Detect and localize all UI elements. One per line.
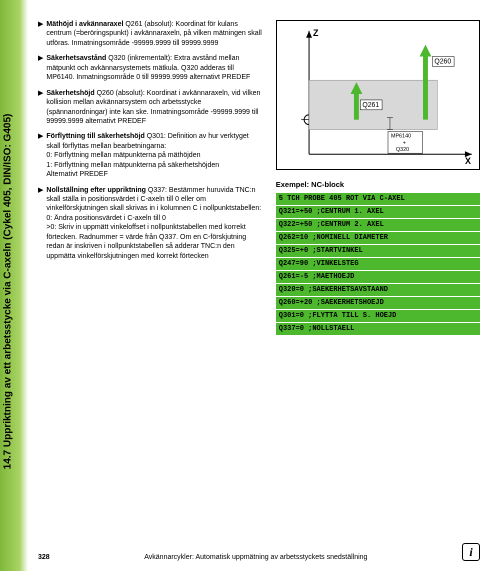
nc-line: Q322=+50 ;CENTRUM 2. AXEL — [276, 219, 480, 231]
bullet-arrow-icon: ▶ — [38, 89, 43, 127]
nc-line: Q261=-5 ;MAETHOEJD — [276, 271, 480, 283]
diagram: Z X Q261 Q260 MP6140 — [276, 20, 480, 170]
sidebar: 14.7 Uppriktning av ett arbetsstycke via… — [0, 0, 28, 571]
bullet-arrow-icon: ▶ — [38, 132, 43, 179]
nc-line: Q337=0 ;NOLLSTAELL — [276, 323, 480, 335]
nc-line: Q325=+0 ;STARTVINKEL — [276, 245, 480, 257]
nc-line: 5 TCH PROBE 405 ROT VIA C-AXEL — [276, 193, 480, 205]
right-column: Z X Q261 Q260 MP6140 — [276, 20, 480, 336]
bullet-item: ▶Förflyttning till säkerhetshöjd Q301: D… — [38, 132, 264, 179]
example-label: Exempel: NC-block — [276, 180, 480, 189]
x-axis-label: X — [465, 156, 471, 166]
footer: 328 Avkännarcykler: Automatisk uppmätnin… — [38, 543, 480, 561]
left-column: ▶Mäthöjd i avkännaraxel Q261 (absolut): … — [38, 20, 264, 336]
bullet-text: Förflyttning till säkerhetshöjd Q301: De… — [46, 132, 263, 179]
bullet-text: Säkerhetsavstånd Q320 (inkrementalt): Ex… — [46, 54, 263, 82]
nc-line: Q320=0 ;SAEKERHETSAVSTAAND — [276, 284, 480, 296]
mp-line1: MP6140 — [391, 133, 411, 139]
bullet-arrow-icon: ▶ — [38, 20, 43, 48]
nc-block: 5 TCH PROBE 405 ROT VIA C-AXEL Q321=+50 … — [276, 193, 480, 335]
page-number: 328 — [38, 554, 50, 561]
mp-line3: Q320 — [396, 147, 409, 153]
q260-label: Q260 — [434, 58, 451, 65]
nc-line: Q301=0 ;FLYTTA TILL S. HOEJD — [276, 310, 480, 322]
q261-label: Q261 — [362, 102, 379, 109]
bullet-arrow-icon: ▶ — [38, 186, 43, 262]
bullet-item: ▶Säkerhetsavstånd Q320 (inkrementalt): E… — [38, 54, 264, 82]
nc-line: Q321=+50 ;CENTRUM 1. AXEL — [276, 206, 480, 218]
footer-text: Avkännarcykler: Automatisk uppmätning av… — [144, 554, 367, 561]
sidebar-title: 14.7 Uppriktning av ett arbetsstycke via… — [3, 113, 14, 469]
mp-line2: + — [403, 140, 406, 146]
main-content: ▶Mäthöjd i avkännaraxel Q261 (absolut): … — [38, 0, 500, 336]
bullet-text: Säkerhetshöjd Q260 (absolut): Koordinat … — [46, 89, 263, 127]
nc-line: Q260=+20 ;SAEKERHETSHOEJD — [276, 297, 480, 309]
bullet-text: Mäthöjd i avkännaraxel Q261 (absolut): K… — [46, 20, 263, 48]
nc-line: Q247=90 ;VINKELSTEG — [276, 258, 480, 270]
bullet-text: Nollställning efter uppriktning Q337: Be… — [46, 186, 263, 262]
bullet-item: ▶Mäthöjd i avkännaraxel Q261 (absolut): … — [38, 20, 264, 48]
nc-line: Q262=10 ;NOMINELL DIAMETER — [276, 232, 480, 244]
bullet-item: ▶Säkerhetshöjd Q260 (absolut): Koordinat… — [38, 89, 264, 127]
info-icon: i — [462, 543, 480, 561]
bullet-item: ▶Nollställning efter uppriktning Q337: B… — [38, 186, 264, 262]
z-axis-label: Z — [313, 28, 319, 38]
bullet-arrow-icon: ▶ — [38, 54, 43, 82]
